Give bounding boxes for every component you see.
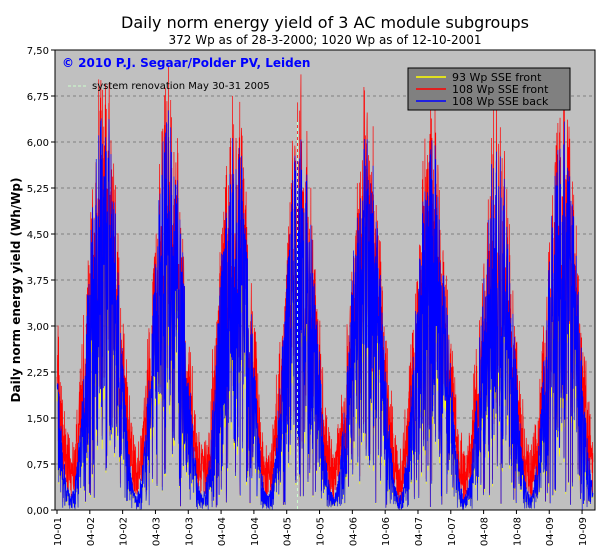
y-tick-label: 3,75 — [27, 276, 49, 287]
y-tick-label: 6,75 — [27, 92, 49, 103]
trace-108wp-sse-back — [56, 110, 594, 511]
x-tick-label: 10-02 — [119, 517, 130, 546]
x-tick-label: 04-04 — [217, 517, 228, 546]
x-tick-label: 10-04 — [250, 517, 261, 546]
y-tick-label: 2,25 — [27, 368, 49, 379]
x-axis: 10-01 04-02 10-02 04-03 10-03 04-04 10-04 04-05… — [53, 510, 589, 546]
x-tick-label: 04-05 — [283, 517, 294, 546]
x-tick-label: 10-05 — [316, 517, 327, 546]
chart-subtitle: 372 Wp as of 28-3-2000; 1020 Wp as of 12… — [169, 33, 482, 47]
legend-entry: 93 Wp SSE front — [452, 71, 542, 84]
renovation-annotation: system renovation May 30-31 2005 — [68, 81, 270, 92]
x-tick-label: 10-06 — [381, 517, 392, 546]
x-tick-label: 04-09 — [545, 517, 556, 546]
x-tick-label: 04-02 — [86, 517, 97, 546]
x-tick-label: 10-09 — [578, 517, 589, 546]
x-tick-label: 04-08 — [480, 517, 491, 546]
copyright-watermark: © 2010 P.J. Segaar/Polder PV, Leiden — [62, 56, 310, 70]
y-tick-label: 0,00 — [27, 506, 49, 517]
x-tick-label: 04-07 — [414, 517, 425, 546]
y-axis: 0,00 0,75 1,50 2,25 3,00 3,75 4,50 5,25 6,00 6,75… — [27, 46, 55, 517]
y-tick-label: 5,25 — [27, 184, 49, 195]
legend-entry: 108 Wp SSE front — [452, 83, 549, 96]
x-tick-label: 10-08 — [512, 517, 523, 546]
y-tick-label: 1,50 — [27, 414, 49, 425]
y-axis-label: Daily norm energy yield (Wh/Wp) — [9, 178, 23, 403]
x-tick-label: 04-03 — [151, 517, 162, 546]
y-tick-label: 3,00 — [27, 322, 49, 333]
y-tick-label: 6,00 — [27, 138, 49, 149]
y-tick-label: 4,50 — [27, 230, 49, 241]
x-tick-label: 10-03 — [184, 517, 195, 546]
x-tick-label: 10-07 — [447, 517, 458, 546]
data-traces — [56, 66, 594, 511]
y-tick-label: 0,75 — [27, 460, 49, 471]
chart-title: Daily norm energy yield of 3 AC module s… — [121, 13, 529, 32]
x-tick-label: 10-01 — [53, 517, 64, 546]
x-tick-label: 04-06 — [348, 517, 359, 546]
annotation-text: system renovation May 30-31 2005 — [92, 81, 270, 92]
y-tick-label: 7,50 — [27, 46, 49, 57]
legend-entry: 108 Wp SSE back — [452, 95, 549, 108]
